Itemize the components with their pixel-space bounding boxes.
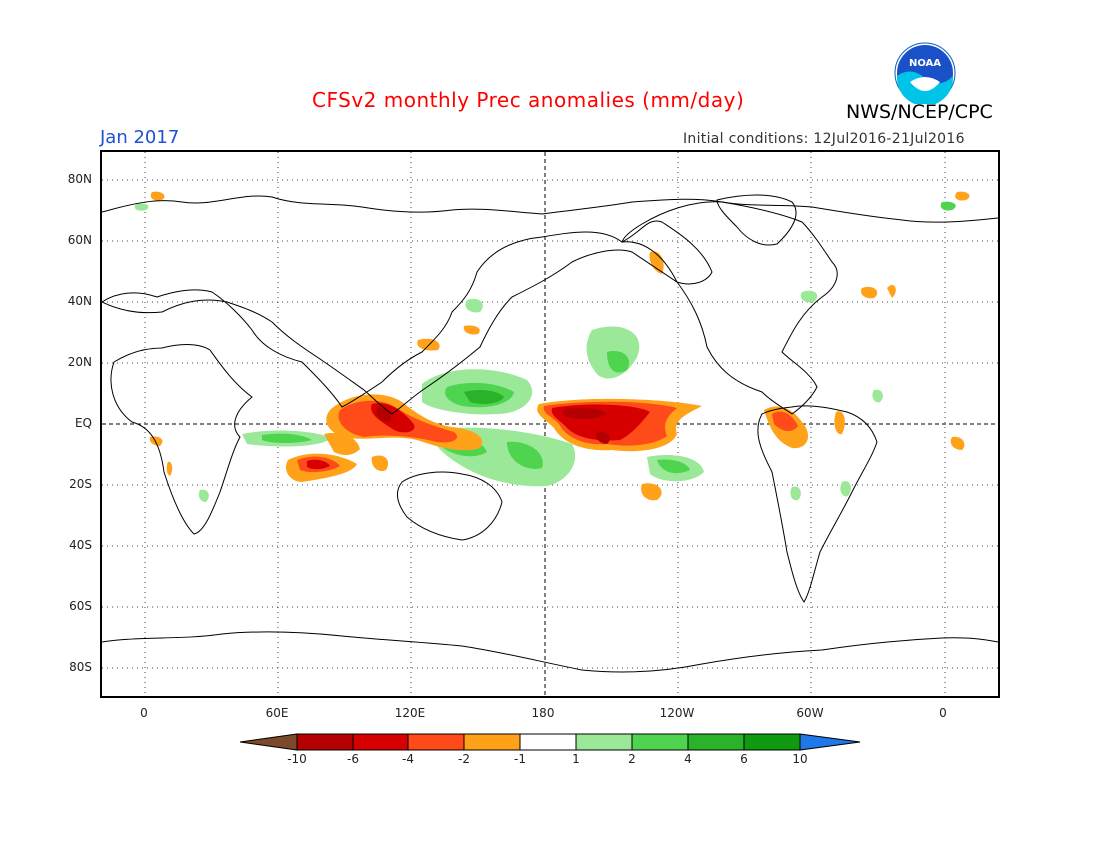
longitude-gridlines bbox=[144, 152, 946, 696]
lon-label-120e: 120E bbox=[394, 706, 426, 720]
colorbar-bin bbox=[463, 733, 521, 751]
lon-label-60e: 60E bbox=[265, 706, 289, 720]
colorbar-tick: 10 bbox=[792, 752, 808, 766]
initial-conditions: Initial conditions: 12Jul2016-21Jul2016 bbox=[683, 131, 965, 147]
noaa-logo-text: NOAA bbox=[909, 58, 941, 69]
colorbar-bin bbox=[743, 733, 801, 751]
colorbar-bin bbox=[575, 733, 633, 751]
colorbar-arrow-low bbox=[240, 733, 298, 751]
colorbar-tick: -1 bbox=[514, 752, 526, 766]
colorbar-tick: -4 bbox=[402, 752, 414, 766]
coastlines bbox=[102, 194, 998, 673]
lat-label-20n: 20N bbox=[67, 355, 92, 369]
colorbar-tick: -6 bbox=[347, 752, 359, 766]
colorbar-tick: 2 bbox=[628, 752, 636, 766]
world-map bbox=[102, 152, 998, 696]
colorbar-arrow-high bbox=[799, 733, 861, 751]
forecast-month: Jan 2017 bbox=[100, 127, 180, 148]
colorbar-tick: -2 bbox=[458, 752, 470, 766]
colorbar-bin bbox=[519, 733, 577, 751]
lat-label-60s: 60S bbox=[69, 599, 92, 613]
colorbar-tick: 4 bbox=[684, 752, 692, 766]
lon-label-120w: 120W bbox=[659, 706, 695, 720]
colorbar-bin bbox=[296, 733, 354, 751]
colorbar-bin bbox=[631, 733, 689, 751]
lon-label-60w: 60W bbox=[796, 706, 824, 720]
lat-label-80n: 80N bbox=[67, 172, 92, 186]
lon-label-0-right: 0 bbox=[939, 706, 947, 720]
lat-label-60n: 60N bbox=[67, 233, 92, 247]
precip-anomaly-fields bbox=[134, 191, 970, 502]
colorbar-bin bbox=[687, 733, 745, 751]
lat-label-40s: 40S bbox=[69, 538, 92, 552]
noaa-logo: NOAA bbox=[894, 42, 956, 104]
colorbar-bin bbox=[352, 733, 409, 751]
colorbar bbox=[240, 733, 861, 751]
colorbar-tick: 1 bbox=[572, 752, 580, 766]
colorbar-tick: 6 bbox=[740, 752, 748, 766]
lat-label-20s: 20S bbox=[69, 477, 92, 491]
chart-title: CFSv2 monthly Prec anomalies (mm/day) bbox=[312, 88, 745, 112]
agency-label: NWS/NCEP/CPC bbox=[846, 101, 993, 123]
map-panel bbox=[100, 150, 1000, 698]
lon-label-180: 180 bbox=[531, 706, 555, 720]
lat-label-40n: 40N bbox=[67, 294, 92, 308]
colorbar-bin bbox=[407, 733, 465, 751]
lat-label-eq: EQ bbox=[74, 416, 92, 430]
colorbar-tick: -10 bbox=[287, 752, 307, 766]
lat-label-80s: 80S bbox=[69, 660, 92, 674]
lon-label-0-left: 0 bbox=[140, 706, 148, 720]
